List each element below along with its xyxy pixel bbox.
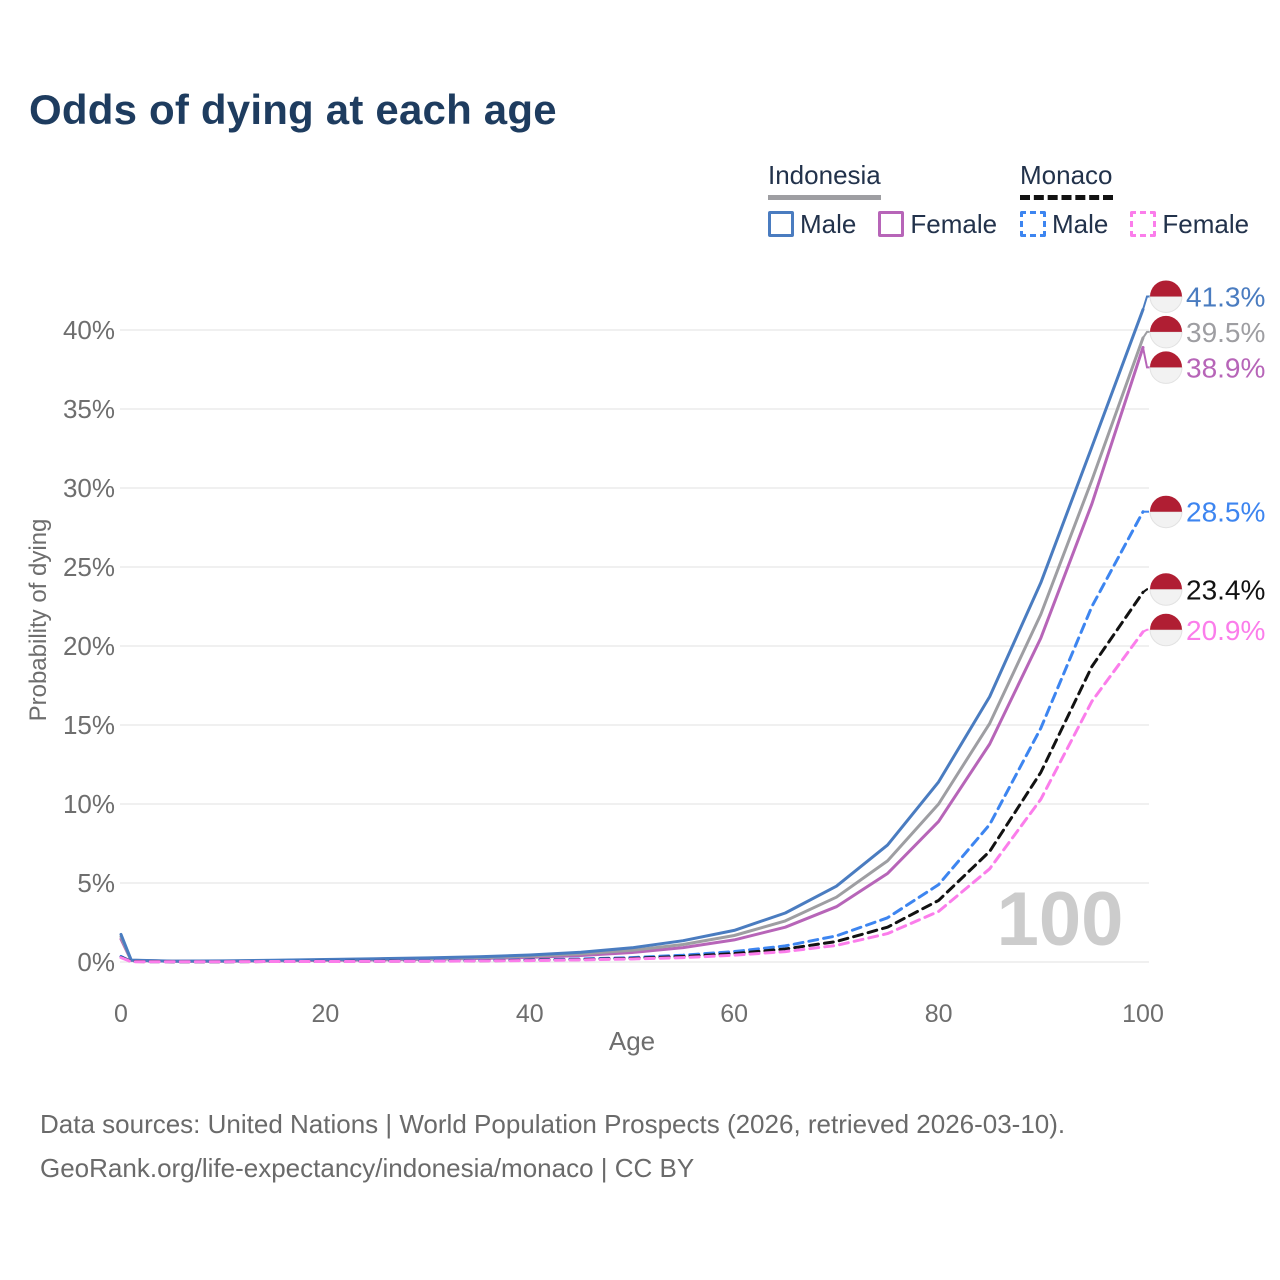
footer: Data sources: United Nations | World Pop… [40, 1102, 1190, 1190]
series-line-monaco-male[interactable] [119, 510, 1145, 964]
label-connector [1142, 347, 1150, 369]
y-tick-label: 40% [63, 315, 115, 345]
monaco-female-swatch-icon [1130, 211, 1157, 238]
end-value-label: 23.4% [1186, 574, 1265, 605]
label-connector [1142, 628, 1150, 633]
end-value-label: 41.3% [1186, 281, 1265, 312]
monaco-flag-icon [1149, 629, 1183, 647]
series-line-indonesia-male[interactable] [119, 308, 1145, 963]
series-line-monaco[interactable] [119, 590, 1145, 964]
legend-country-indonesia[interactable]: Indonesia [768, 161, 881, 200]
y-tick-label: 10% [63, 789, 115, 819]
y-tick-label: 20% [63, 631, 115, 661]
monaco-flag-icon [1150, 573, 1182, 590]
legend-item-indonesia-male[interactable]: Male [768, 209, 856, 240]
y-tick-label: 30% [63, 473, 115, 503]
series-line-monaco-female[interactable] [119, 630, 1145, 964]
monaco-flag-icon [1149, 511, 1183, 529]
label-connector [1142, 588, 1150, 594]
y-tick-label: 5% [77, 868, 115, 898]
watermark-age-label: 100 [997, 877, 1124, 962]
x-tick-label: 100 [1122, 1000, 1164, 1028]
end-value-label: 38.9% [1186, 352, 1265, 383]
y-tick-label: 0% [77, 947, 115, 977]
x-tick-label: 20 [311, 1000, 339, 1028]
legend: Indonesia Male Female Monaco Male Female [0, 161, 1280, 241]
indonesia-flag-icon [1150, 280, 1182, 297]
label-connector [1142, 295, 1150, 310]
legend-group-indonesia: Indonesia Male Female [768, 161, 1019, 240]
monaco-flag-icon [1150, 495, 1182, 512]
indonesia-male-swatch-icon [768, 211, 794, 238]
page-title: Odds of dying at each age [29, 86, 557, 133]
monaco-flag-icon [1149, 588, 1183, 606]
label-connector [1142, 330, 1150, 339]
y-tick-label: 25% [63, 552, 115, 582]
end-value-label: 20.9% [1186, 615, 1265, 646]
x-tick-label: 80 [925, 1000, 953, 1028]
legend-item-label: Male [1052, 208, 1109, 239]
x-tick-label: 60 [720, 1000, 748, 1028]
attribution-line: GeoRank.org/life-expectancy/indonesia/mo… [40, 1153, 695, 1183]
indonesia-female-swatch-icon [878, 211, 905, 238]
end-value-label: 39.5% [1186, 317, 1265, 348]
indonesia-flag-icon [1149, 366, 1183, 384]
indonesia-flag-icon [1149, 295, 1183, 313]
y-tick-label: 35% [63, 394, 115, 424]
legend-item-label: Female [1162, 208, 1250, 239]
legend-item-indonesia-female[interactable]: Female [878, 209, 997, 240]
legend-group-monaco: Monaco Male Female [1020, 161, 1271, 240]
x-tick-label: 0 [114, 1000, 128, 1028]
indonesia-flag-icon [1149, 331, 1183, 349]
indonesia-flag-icon [1150, 315, 1182, 332]
end-value-label: 28.5% [1186, 497, 1265, 528]
y-tick-label: 15% [63, 710, 115, 740]
monaco-flag-icon [1150, 613, 1182, 630]
indonesia-flag-icon [1150, 351, 1182, 368]
x-tick-label: 40 [516, 1000, 544, 1028]
legend-item-label: Male [800, 208, 857, 239]
legend-item-label: Female [910, 208, 998, 239]
legend-country-monaco[interactable]: Monaco [1020, 161, 1113, 200]
data-sources-line: Data sources: United Nations | World Pop… [40, 1109, 1066, 1139]
legend-item-monaco-male[interactable]: Male [1020, 209, 1108, 240]
monaco-male-swatch-icon [1020, 211, 1046, 238]
x-axis-title: Age [609, 1026, 655, 1056]
y-axis-title: Probability of dying [25, 519, 52, 722]
legend-item-monaco-female[interactable]: Female [1130, 209, 1249, 240]
